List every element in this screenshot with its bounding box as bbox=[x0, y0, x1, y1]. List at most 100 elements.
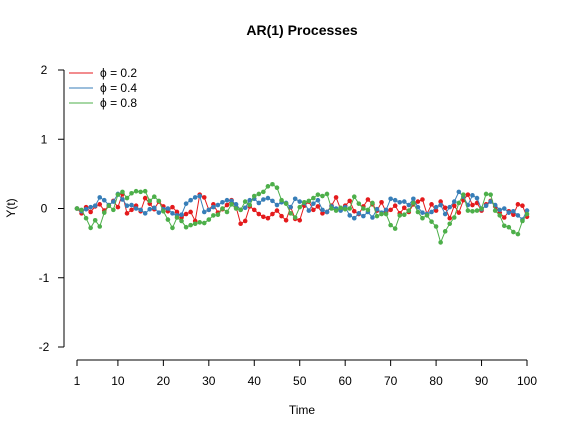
data-point bbox=[138, 207, 143, 213]
legend-label: ϕ = 0.4 bbox=[100, 81, 137, 95]
data-point bbox=[83, 215, 89, 221]
data-point bbox=[379, 199, 384, 205]
data-point bbox=[415, 199, 421, 204]
data-point bbox=[124, 203, 130, 209]
data-point bbox=[411, 200, 416, 206]
data-point bbox=[83, 206, 89, 212]
data-point bbox=[447, 204, 453, 210]
data-point bbox=[206, 217, 212, 222]
data-point bbox=[229, 202, 234, 207]
data-point bbox=[520, 203, 525, 209]
x-tick-label: 20 bbox=[157, 374, 171, 388]
data-point bbox=[92, 203, 98, 209]
data-point bbox=[470, 208, 475, 214]
data-point bbox=[188, 197, 193, 203]
y-axis-label: Y(t) bbox=[4, 198, 18, 217]
data-point bbox=[92, 217, 98, 223]
data-point bbox=[170, 225, 175, 231]
data-point bbox=[215, 212, 221, 218]
data-point bbox=[442, 211, 448, 217]
legend-value: = 0.4 bbox=[107, 81, 138, 95]
phi-symbol: ϕ bbox=[100, 81, 107, 95]
data-point bbox=[170, 204, 175, 210]
data-point bbox=[456, 210, 462, 215]
data-point bbox=[379, 211, 384, 217]
data-point bbox=[451, 199, 457, 204]
data-point bbox=[483, 203, 489, 209]
data-point bbox=[124, 211, 130, 216]
data-point bbox=[279, 213, 284, 219]
legend-item: ϕ = 0.8 bbox=[69, 96, 137, 110]
y-tick-label: 1 bbox=[41, 132, 48, 146]
data-point bbox=[456, 200, 462, 206]
plot-area bbox=[74, 181, 530, 245]
data-point bbox=[329, 206, 334, 211]
data-point bbox=[342, 206, 348, 212]
data-point bbox=[165, 217, 171, 222]
x-tick-label: 60 bbox=[339, 374, 353, 388]
data-point bbox=[211, 213, 216, 218]
series-line bbox=[76, 192, 528, 225]
data-point bbox=[438, 240, 443, 245]
data-point bbox=[420, 197, 425, 202]
chart-title: AR(1) Processes bbox=[246, 22, 357, 38]
data-point bbox=[524, 211, 530, 217]
data-point bbox=[320, 193, 325, 199]
data-point bbox=[420, 210, 425, 215]
data-point bbox=[515, 202, 521, 207]
data-point bbox=[288, 211, 293, 216]
data-point bbox=[465, 208, 471, 213]
data-point bbox=[392, 226, 398, 231]
data-point bbox=[383, 211, 389, 217]
legend-item: ϕ = 0.4 bbox=[69, 81, 137, 95]
data-point bbox=[361, 213, 366, 219]
data-point bbox=[179, 212, 184, 218]
data-point bbox=[474, 208, 480, 213]
data-point bbox=[438, 202, 443, 208]
data-point bbox=[147, 198, 153, 204]
data-point bbox=[111, 207, 116, 213]
data-point bbox=[133, 206, 139, 211]
data-point bbox=[433, 208, 439, 213]
data-point bbox=[324, 191, 330, 197]
data-point bbox=[183, 224, 189, 230]
data-point bbox=[256, 211, 262, 217]
data-point bbox=[224, 197, 230, 203]
data-point bbox=[415, 209, 421, 215]
data-point bbox=[261, 189, 266, 195]
data-point bbox=[429, 209, 434, 215]
data-point bbox=[501, 223, 507, 229]
data-point bbox=[511, 212, 516, 218]
series-line bbox=[76, 183, 528, 244]
data-point bbox=[142, 211, 148, 216]
x-tick-label: 1 bbox=[74, 374, 81, 388]
data-point bbox=[238, 221, 243, 227]
data-point bbox=[470, 202, 475, 208]
data-point bbox=[506, 224, 512, 230]
data-point bbox=[401, 212, 407, 218]
data-point bbox=[165, 206, 171, 211]
data-point bbox=[197, 193, 203, 199]
data-point bbox=[247, 197, 253, 203]
data-point bbox=[120, 189, 125, 195]
data-point bbox=[206, 207, 212, 213]
data-point bbox=[351, 208, 357, 214]
data-point bbox=[333, 195, 339, 200]
x-tick-label: 30 bbox=[202, 374, 216, 388]
data-point bbox=[211, 204, 216, 210]
x-tick-label: 100 bbox=[517, 374, 537, 388]
data-point bbox=[220, 199, 225, 205]
x-tick-label: 80 bbox=[429, 374, 443, 388]
data-point bbox=[97, 195, 103, 200]
data-point bbox=[156, 210, 162, 215]
data-point bbox=[133, 188, 139, 194]
data-point bbox=[97, 224, 103, 229]
data-point bbox=[470, 193, 475, 198]
data-point bbox=[497, 207, 503, 213]
data-point bbox=[374, 206, 380, 212]
data-point bbox=[442, 205, 448, 211]
data-point bbox=[79, 207, 84, 213]
data-point bbox=[447, 221, 453, 227]
y-tick-label: -2 bbox=[39, 340, 50, 354]
